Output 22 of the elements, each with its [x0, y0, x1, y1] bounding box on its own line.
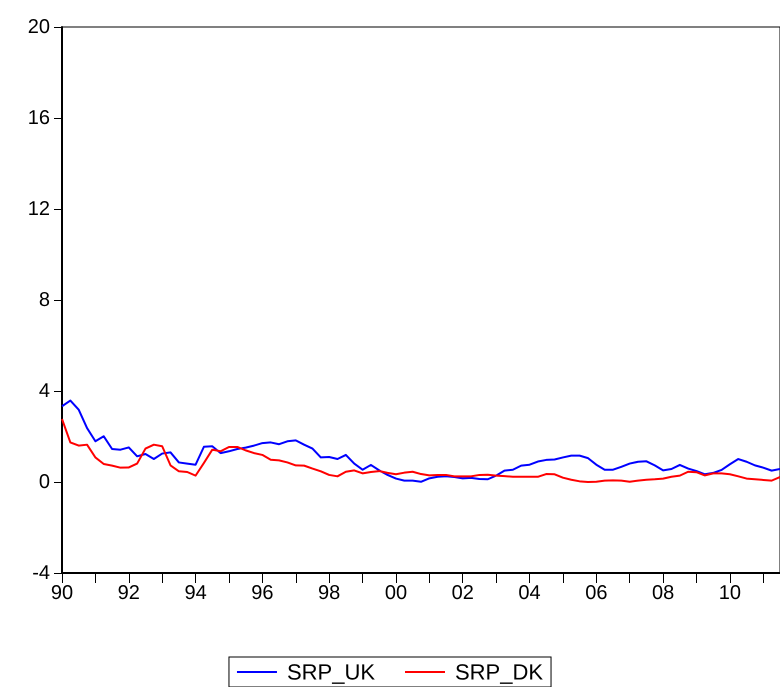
x-tick-label: 00 [384, 582, 408, 604]
y-tick-label: 12 [28, 198, 50, 220]
y-tick-label: 16 [28, 107, 50, 129]
y-tick-label: -4 [32, 562, 50, 584]
legend-label: SRP_DK [455, 660, 544, 684]
x-tick-label: 92 [118, 582, 140, 604]
x-tick-label: 02 [452, 582, 474, 604]
legend-label: SRP_UK [286, 660, 376, 684]
x-tick-label: 96 [251, 582, 274, 604]
x-tick-label: 04 [518, 582, 541, 604]
line-series [61, 418, 780, 483]
x-tick-label: 98 [318, 582, 340, 604]
line-series [61, 400, 780, 483]
x-tick-label: 08 [652, 582, 674, 604]
x-tick-label: 94 [184, 582, 207, 604]
y-tick-label: 4 [38, 380, 50, 402]
x-tick-label: 06 [585, 582, 608, 604]
y-tick-label: 8 [38, 289, 50, 311]
x-tick-label: 90 [50, 582, 74, 604]
y-tick-label: 20 [28, 16, 50, 38]
y-tick-label: 0 [38, 471, 50, 493]
x-tick-label: 10 [718, 582, 742, 604]
